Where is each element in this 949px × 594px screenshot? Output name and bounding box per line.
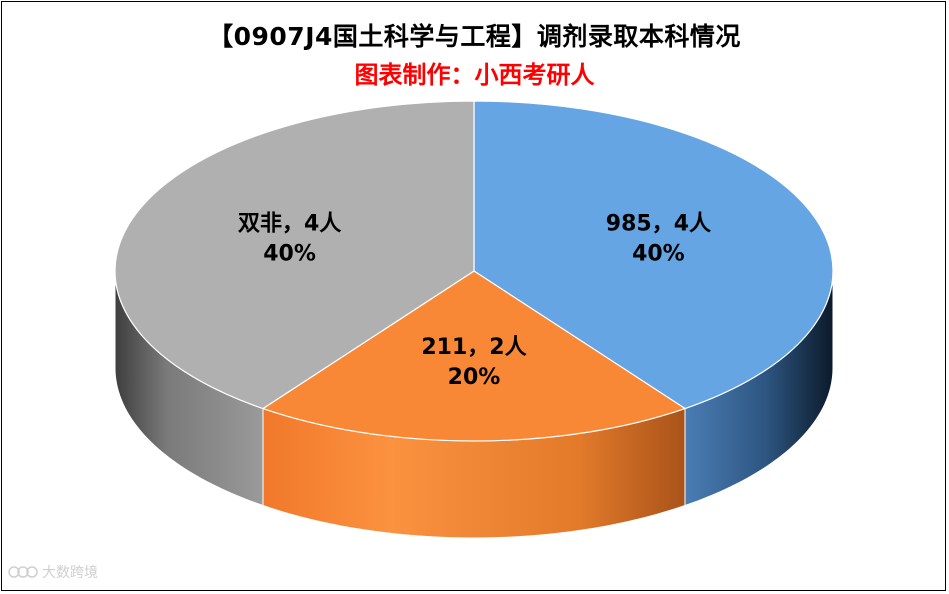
- chart-subtitle: 图表制作：小西考研人: [354, 61, 595, 89]
- watermark: 大数跨境: [8, 562, 98, 582]
- pie-slice-2: [114, 100, 475, 410]
- pie-slice-0: [473, 100, 834, 410]
- data-label-percent-2: 40%: [263, 242, 316, 267]
- data-label-2: 双非，4人: [238, 212, 341, 237]
- pie-slice-1: [261, 270, 687, 442]
- data-label-percent-0: 40%: [632, 242, 685, 267]
- chart-title: 【0907J4国土科学与工程】调剂录取本科情况: [208, 22, 741, 51]
- watermark-text: 大数跨境: [42, 565, 98, 581]
- data-label-1: 211，2人: [421, 335, 526, 360]
- watermark-logo-icon: [8, 566, 38, 578]
- data-label-0: 985，4人: [606, 212, 711, 237]
- data-label-percent-1: 20%: [448, 365, 501, 390]
